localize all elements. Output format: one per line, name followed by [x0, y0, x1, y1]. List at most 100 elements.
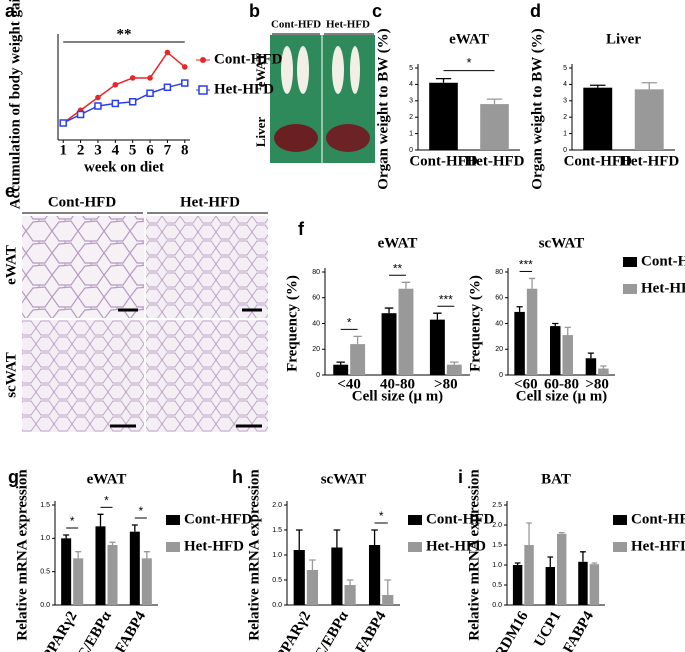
legend-swatch: [613, 542, 627, 552]
y-tick-label: 60: [495, 295, 503, 302]
error-bar: [591, 562, 598, 565]
bar: [550, 326, 561, 375]
column-label: Het-HFD: [326, 19, 370, 31]
bar: [585, 358, 597, 375]
legend-swatch: [166, 515, 180, 525]
y-tick-label: 0.5: [492, 582, 502, 589]
histology-image: [22, 320, 144, 432]
bar: [514, 311, 525, 375]
y-tick-label: 0.0: [272, 602, 282, 609]
legend-label: Cont-HFD: [214, 51, 282, 67]
y-tick-label: 40: [495, 320, 503, 327]
error-bar: [384, 307, 394, 314]
histology-image: [22, 216, 144, 318]
error-bar: [353, 335, 362, 345]
error-bar: [435, 78, 452, 83]
error-bar: [346, 579, 354, 585]
x-tick-label: PPARγ2: [274, 609, 315, 652]
column-label: Het-HFD: [180, 194, 240, 210]
x-tick-label: 7: [164, 142, 172, 158]
bar: [512, 565, 523, 605]
significance-label: *: [104, 494, 109, 508]
legend-swatch: [408, 515, 422, 525]
legend-swatch: [623, 284, 637, 294]
error-bar: [371, 529, 378, 545]
bar: [382, 595, 394, 605]
x-tick-label: >80: [434, 376, 458, 392]
photo-b: b Cont-HFD Het-HFD eWAT Liver: [249, 1, 375, 163]
x-tick-label: Het-HFD: [619, 153, 679, 169]
x-tick-label: 6: [146, 142, 154, 158]
error-bar: [516, 306, 523, 312]
x-tick-label: 3: [94, 142, 102, 158]
panel-label: d: [530, 1, 541, 21]
bar: [293, 550, 305, 605]
y-axis-label: Accumulation of body weight gain (g): [7, 0, 23, 209]
bar: [381, 313, 397, 375]
bar: [141, 558, 152, 605]
y-tick-label: 1.0: [40, 535, 50, 542]
error-bar: [486, 98, 503, 105]
row-label: Liver: [253, 117, 268, 148]
error-bar: [587, 352, 595, 359]
y-tick-label: 1.0: [272, 552, 282, 559]
x-tick-label: <40: [337, 376, 361, 392]
y-tick-label: 5: [409, 65, 413, 72]
error-bar: [514, 562, 521, 565]
error-bar: [641, 82, 657, 90]
y-axis-label: Organ weight to BW (%): [375, 28, 391, 189]
significance-label: ***: [439, 292, 453, 306]
legend-swatch: [623, 257, 637, 267]
x-tick-label: Cont-HFD: [409, 153, 477, 169]
bar: [562, 335, 573, 375]
bar: [61, 538, 72, 605]
series-line: [62, 51, 186, 124]
error-bar: [450, 361, 459, 365]
histology-image: [146, 216, 268, 318]
significance-label: *: [466, 55, 471, 70]
bar: [589, 564, 600, 605]
error-bar: [547, 556, 554, 567]
x-tick-label: UCP1: [531, 609, 564, 650]
point: [163, 83, 172, 92]
error-bar: [75, 551, 82, 559]
y-tick-label: 0: [499, 372, 503, 379]
error-bar: [590, 84, 606, 88]
point: [111, 99, 120, 108]
photo-e: e Cont-HFD Het-HFD eWAT scWAT: [3, 181, 268, 432]
error-bar: [63, 534, 70, 539]
panel-label: g: [8, 467, 19, 487]
y-tick-label: 40: [312, 320, 320, 327]
column-label: Cont-HFD: [271, 19, 321, 31]
bar: [578, 561, 588, 605]
bar: [129, 531, 140, 605]
error-bar: [131, 524, 138, 532]
error-bar: [97, 513, 104, 527]
y-tick-label: 2.5: [492, 502, 502, 509]
y-axis-label: Frequency (%): [467, 275, 483, 372]
error-bar: [143, 551, 150, 559]
y-tick-label: 0.5: [40, 569, 50, 576]
legend-label: Het-HFD: [641, 280, 685, 296]
significance-label: *: [70, 514, 75, 528]
x-tick-label: 5: [129, 142, 137, 158]
x-tick-label: PPARγ2: [40, 609, 81, 652]
y-tick-label: 0.5: [272, 577, 282, 584]
x-tick-label: 2: [77, 142, 85, 158]
point: [181, 64, 188, 70]
y-tick-label: 3: [563, 98, 567, 105]
legend-label: Het-HFD: [184, 538, 244, 554]
bar: [331, 547, 343, 605]
significance-label: **: [117, 26, 132, 42]
error-bar: [558, 531, 565, 534]
y-tick-label: 5: [563, 65, 567, 72]
legend-swatch: [613, 515, 627, 525]
row-label: eWAT: [3, 245, 19, 285]
panel-label: c: [372, 1, 382, 21]
legend-label: Het-HFD: [214, 81, 274, 97]
error-bar: [333, 529, 341, 548]
x-tick-label: C/EBPα: [75, 608, 115, 652]
point: [181, 79, 189, 87]
y-axis-label: Relative mRNA expression: [14, 469, 30, 641]
